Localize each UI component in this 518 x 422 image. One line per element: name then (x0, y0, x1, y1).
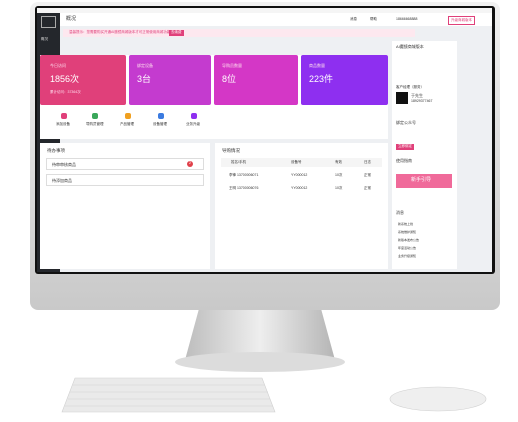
message[interactable]: 新版本发布公告 (398, 238, 420, 242)
shortcut[interactable]: 添加设备 (56, 122, 70, 126)
shortcut[interactable]: 业务升级 (186, 122, 200, 126)
panel-title: 待办事项 (47, 148, 65, 153)
stat-card: 绑定设备 3台 (129, 55, 211, 105)
page-title: 概况 (66, 16, 77, 22)
todo-label: 待审审核商品 (52, 162, 76, 167)
message[interactable]: 年度活动公告 (398, 246, 417, 250)
shortcut[interactable]: 设备管理 (153, 122, 167, 126)
stat-value: 3台 (137, 74, 152, 84)
icon (61, 113, 67, 119)
logo (41, 16, 56, 28)
manager-name: 于先生 (411, 93, 423, 98)
badge: 2 (187, 161, 193, 167)
todo-item[interactable]: 待添加商品 (46, 174, 204, 186)
stat-value: 8位 (222, 74, 237, 84)
icon (191, 113, 197, 119)
stat-card: 导购员数量 8位 (214, 55, 298, 105)
bind-button[interactable]: 立即绑定 (396, 144, 414, 150)
qr-code (396, 92, 408, 104)
th: 有效 (335, 160, 342, 164)
notice: 温馨提示：您需要购买开通AI魔镜商城版本才可正常使用商城功能 去续费 (63, 29, 415, 37)
manager-label: 客户经理（服务） (396, 85, 424, 89)
nav-item[interactable]: 概况 (41, 37, 48, 41)
menu-bar (37, 8, 492, 13)
table-header: 姓名/手机 设备号 有效 日志 (221, 158, 382, 167)
message[interactable]: 业务升级通知 (398, 254, 417, 258)
icon (92, 113, 98, 119)
panel-title: 导购情况 (222, 148, 240, 153)
td: 王明 13700006076 (229, 186, 259, 190)
mouse (389, 386, 487, 412)
header: 概况 消息 帮助 18666668888 升级商城版本 (60, 13, 492, 26)
stand (185, 305, 335, 360)
notice-text: 温馨提示：您需要购买开通AI魔镜商城版本才可正常使用商城功能 (69, 30, 171, 34)
header-tool[interactable]: 帮助 (370, 17, 377, 21)
stat-value: 1856次 (50, 74, 80, 84)
th: 日志 (364, 160, 371, 164)
message[interactable]: 系统维护通知 (398, 230, 417, 234)
th: 设备号 (291, 160, 302, 164)
td: YY000012 (291, 186, 308, 190)
td: 10次 (335, 173, 343, 177)
side-title: 绑定公众号 (396, 120, 416, 125)
th: 姓名/手机 (231, 160, 246, 164)
todo-label: 待添加商品 (52, 178, 72, 183)
todo-panel: 待办事项 待审审核商品 2 待添加商品 (40, 143, 210, 269)
side-title: 消息 (396, 210, 404, 215)
stat-label: 商品数量 (309, 63, 325, 68)
stat-value: 223件 (309, 74, 334, 84)
screen: 概况 产品 设备 店铺 设置 概况 消息 帮助 18666668888 升级商城… (37, 8, 492, 272)
notice-button[interactable]: 去续费 (169, 30, 184, 36)
shortcut[interactable]: 产品管理 (120, 122, 134, 126)
icon (125, 113, 131, 119)
message[interactable]: 新系统上线 (398, 222, 414, 226)
header-tool[interactable]: 消息 (350, 17, 357, 21)
stand-base (175, 352, 345, 372)
icon (158, 113, 164, 119)
stat-card: 商品数量 223件 (301, 55, 388, 105)
side-title: 使用指南 (396, 158, 412, 163)
stat-label: 今日访问 (50, 63, 66, 68)
guide-banner[interactable]: 新手引导 (396, 174, 452, 188)
banner-text: 新手引导 (411, 177, 432, 183)
keyboard (61, 377, 276, 413)
phone[interactable]: 18666668888 (396, 17, 418, 21)
td: 正常 (364, 186, 371, 190)
td: 李锋 13700006071 (229, 173, 259, 177)
stat-label: 绑定设备 (137, 63, 153, 68)
manager-phone: 18929377467 (411, 99, 433, 103)
todo-item[interactable]: 待审审核商品 2 (46, 158, 204, 170)
side-panel: AI魔镜商城版本 客户经理（服务） 于先生 18929377467 绑定公众号 … (392, 41, 457, 269)
side-title: AI魔镜商城版本 (396, 44, 424, 49)
td: YY000012 (291, 173, 308, 177)
shortcut[interactable]: 导购员管理 (86, 122, 104, 126)
stat-label: 导购员数量 (222, 63, 242, 68)
upgrade-button[interactable]: 升级商城版本 (448, 16, 475, 25)
td: 正常 (364, 173, 371, 177)
td: 10次 (335, 186, 343, 190)
stat-sub: 累计访问：37364次 (50, 90, 81, 94)
guide-panel: 导购情况 姓名/手机 设备号 有效 日志 李锋 13700006071 YY00… (215, 143, 388, 269)
stat-card: 今日访问 1856次 累计访问：37364次 (40, 55, 126, 105)
